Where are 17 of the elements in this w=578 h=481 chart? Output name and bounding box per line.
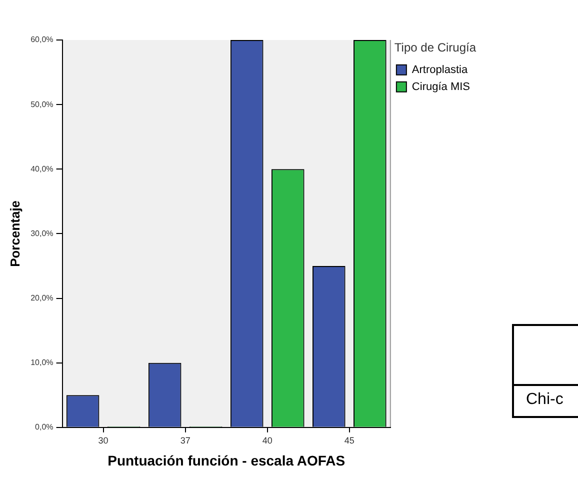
x-tick-label: 40 (262, 435, 272, 446)
y-tick-label: 50,0% (30, 100, 54, 109)
y-tick-label: 30,0% (30, 228, 54, 238)
legend-title: Tipo de Cirugía (394, 40, 476, 54)
y-tick-label: 40,0% (30, 164, 54, 174)
y-axis-title: Porcentaje (7, 200, 22, 267)
legend-label: Cirugía MIS (412, 80, 470, 93)
y-tick-label: 60,0% (30, 35, 54, 44)
table-fragment: Chi-c (512, 324, 578, 418)
x-tick-label: 30 (98, 435, 108, 446)
y-tick-label: 10,0% (30, 358, 54, 368)
x-axis-title: Puntuación función - escala AOFAS (108, 452, 346, 468)
y-tick-label: 20,0% (30, 293, 54, 302)
y-tick-label: 0,0% (35, 422, 54, 432)
x-tick-label: 45 (344, 435, 354, 446)
legend-label: Artroplastia (412, 64, 468, 76)
x-tick-label: 37 (180, 435, 190, 446)
